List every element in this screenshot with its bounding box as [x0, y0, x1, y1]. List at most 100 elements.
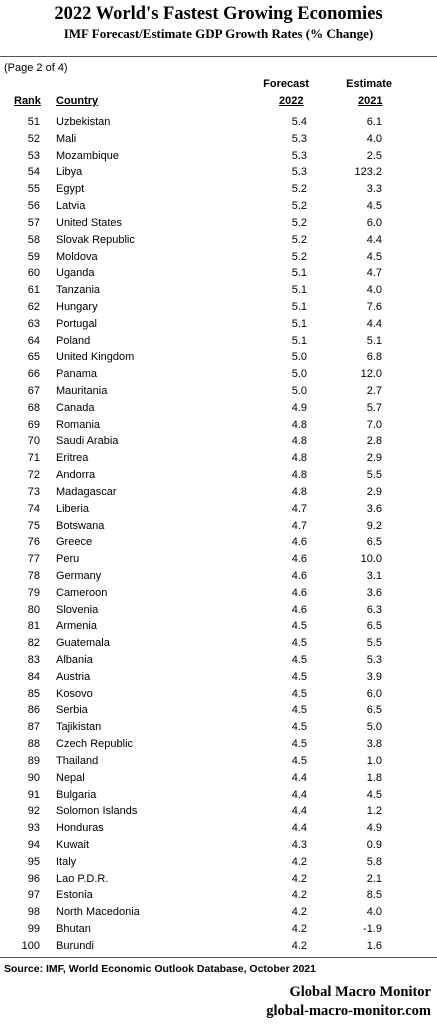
forecast-cell: 4.9	[291, 401, 307, 414]
country-cell: Kuwait	[56, 838, 90, 851]
table-row: 97 Estonia 4.2 8.5	[0, 887, 437, 904]
rank-cell: 85	[27, 687, 40, 700]
rank-cell: 54	[27, 166, 40, 179]
estimate-cell: 5.5	[366, 637, 382, 650]
forecast-cell: 5.2	[291, 216, 307, 229]
estimate-cell: 10.0	[360, 553, 382, 566]
rank-cell: 53	[27, 149, 40, 162]
country-cell: Kosovo	[56, 687, 93, 700]
rank-cell: 77	[27, 553, 40, 566]
estimate-cell: 2.8	[366, 435, 382, 448]
rank-cell: 72	[27, 469, 40, 482]
table-row: 77 Peru 4.6 10.0	[0, 551, 437, 568]
table-row: 57 United States 5.2 6.0	[0, 215, 437, 232]
forecast-cell: 4.4	[291, 805, 307, 818]
country-cell: Botswana	[56, 519, 105, 532]
forecast-cell: 4.2	[291, 855, 307, 868]
estimate-cell: 3.1	[366, 569, 382, 582]
table-row: 53 Mozambique 5.3 2.5	[0, 148, 437, 165]
estimate-cell: 6.0	[366, 216, 382, 229]
table-row: 71 Eritrea 4.8 2.9	[0, 450, 437, 467]
country-cell: Burundi	[56, 939, 94, 952]
forecast-cell: 4.4	[291, 788, 307, 801]
rank-cell: 76	[27, 536, 40, 549]
forecast-cell: 5.4	[291, 116, 307, 128]
forecast-cell: 4.7	[291, 519, 307, 532]
rank-cell: 89	[27, 754, 40, 767]
estimate-cell: 2.9	[366, 485, 382, 498]
rank-cell: 83	[27, 654, 40, 666]
growth-table: 51 Uzbekistan 5.4 6.1 52 Mali 5.3 4.0 53 Mozambiq…	[0, 114, 437, 955]
header-forecast-year: 2022	[279, 95, 304, 107]
source-note: Source: IMF, World Economic Outlook Data…	[4, 963, 316, 975]
forecast-cell: 5.1	[291, 334, 307, 347]
country-cell: Libya	[56, 166, 83, 179]
rank-cell: 84	[27, 670, 40, 683]
country-cell: Portugal	[56, 317, 97, 330]
estimate-cell: -1.9	[363, 923, 382, 935]
rank-cell: 87	[27, 721, 40, 734]
forecast-cell: 4.8	[291, 485, 307, 498]
country-cell: Madagascar	[56, 485, 117, 498]
country-cell: Tanzania	[56, 284, 101, 297]
rank-cell: 97	[27, 889, 40, 902]
estimate-cell: 3.6	[366, 502, 382, 515]
table-row: 78 Germany 4.6 3.1	[0, 568, 437, 585]
estimate-cell: 5.5	[366, 469, 382, 482]
rank-cell: 67	[27, 385, 40, 397]
brand-site: global-macro-monitor.com	[266, 1003, 431, 1019]
table-row: 65 United Kingdom 5.0 6.8	[0, 349, 437, 366]
header-estimate-year: 2021	[358, 95, 383, 107]
estimate-cell: 6.5	[366, 620, 382, 633]
country-cell: Mauritania	[56, 385, 108, 397]
brand-name: Global Macro Monitor	[289, 984, 432, 1000]
forecast-cell: 5.3	[291, 149, 307, 162]
country-cell: Poland	[56, 334, 91, 347]
forecast-cell: 4.4	[291, 771, 307, 784]
estimate-cell: 3.6	[366, 586, 382, 599]
forecast-cell: 4.5	[291, 687, 307, 700]
forecast-cell: 4.5	[291, 738, 307, 751]
forecast-cell: 4.6	[291, 603, 307, 616]
page-title: 2022 World's Fastest Growing Economies	[54, 4, 383, 24]
table-row: 62 Hungary 5.1 7.6	[0, 299, 437, 316]
table-row: 88 Czech Republic 4.5 3.8	[0, 736, 437, 753]
country-cell: Greece	[56, 536, 93, 549]
forecast-cell: 4.2	[291, 939, 307, 952]
estimate-cell: 8.5	[366, 889, 382, 902]
estimate-cell: 6.1	[366, 116, 382, 128]
estimate-cell: 5.8	[366, 855, 382, 868]
rank-cell: 69	[27, 418, 40, 431]
table-row: 90 Nepal 4.4 1.8	[0, 770, 437, 787]
estimate-cell: 6.5	[366, 704, 382, 717]
table-row: 84 Austria 4.5 3.9	[0, 669, 437, 686]
header-country: Country	[56, 95, 99, 107]
page-subtitle: IMF Forecast/Estimate GDP Growth Rates (…	[63, 26, 374, 41]
rank-cell: 55	[27, 183, 40, 196]
estimate-cell: 2.7	[366, 385, 382, 397]
table-row: 99 Bhutan 4.2 -1.9	[0, 921, 437, 938]
rank-cell: 70	[27, 435, 40, 448]
country-cell: Nepal	[56, 771, 85, 784]
country-cell: Andorra	[56, 469, 96, 482]
table-row: 51 Uzbekistan 5.4 6.1	[0, 114, 437, 131]
rank-cell: 61	[27, 284, 40, 297]
country-cell: Austria	[56, 670, 91, 683]
table-row: 86 Serbia 4.5 6.5	[0, 702, 437, 719]
forecast-cell: 4.6	[291, 586, 307, 599]
table-row: 64 Poland 5.1 5.1	[0, 333, 437, 350]
rank-cell: 74	[27, 502, 40, 515]
table-row: 73 Madagascar 4.8 2.9	[0, 484, 437, 501]
table-row: 87 Tajikistan 4.5 5.0	[0, 719, 437, 736]
forecast-cell: 5.1	[291, 284, 307, 297]
rank-cell: 81	[27, 620, 40, 633]
forecast-cell: 5.0	[291, 351, 307, 364]
page-indicator: (Page 2 of 4)	[4, 62, 68, 74]
rank-cell: 58	[27, 233, 40, 246]
forecast-cell: 4.8	[291, 418, 307, 431]
estimate-cell: 4.5	[366, 200, 382, 213]
forecast-cell: 4.5	[291, 620, 307, 633]
rank-cell: 66	[27, 368, 40, 381]
rank-cell: 78	[27, 569, 40, 582]
table-row: 96 Lao P.D.R. 4.2 2.1	[0, 871, 437, 888]
